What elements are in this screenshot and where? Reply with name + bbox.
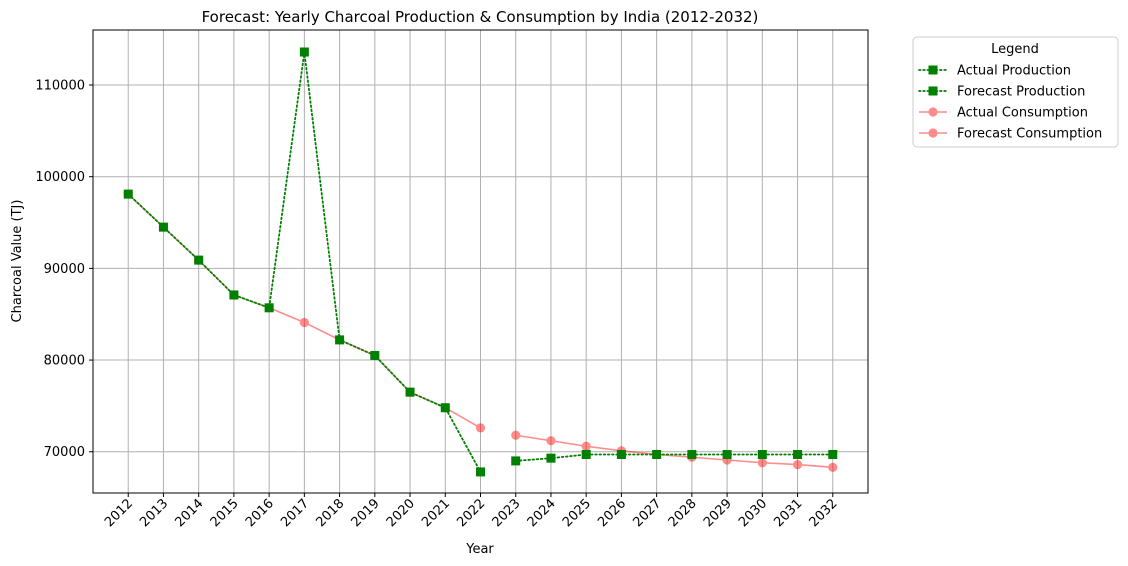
actual-production-point xyxy=(299,47,309,57)
series-layer xyxy=(123,47,838,477)
x-axis-title: Year xyxy=(465,542,494,557)
forecast-production-point xyxy=(652,449,662,459)
forecast-consumption-point xyxy=(581,441,591,451)
x-tick-label: 2031 xyxy=(771,496,805,530)
forecast-production-point xyxy=(511,456,521,466)
forecast-production-point xyxy=(722,449,732,459)
forecast-production-point xyxy=(616,449,626,459)
legend-label-actual-production: Actual Production xyxy=(957,64,1071,79)
x-tick-label: 2018 xyxy=(313,496,347,530)
x-tick-label: 2028 xyxy=(666,496,700,530)
actual-production-point xyxy=(194,255,204,265)
forecast-production-point xyxy=(757,449,767,459)
actual-production-point xyxy=(476,467,485,477)
actual-consumption-point xyxy=(475,423,486,433)
actual-production-point xyxy=(335,335,345,345)
forecast-production-point xyxy=(546,453,556,463)
x-tick-label: 2015 xyxy=(208,496,242,530)
x-tick-label: 2019 xyxy=(349,496,383,530)
forecast-production-point xyxy=(581,449,591,459)
actual-production-point xyxy=(158,222,168,232)
x-tick-label: 2021 xyxy=(419,496,453,530)
actual-production-point xyxy=(440,403,450,413)
x-tick-label: 2013 xyxy=(137,496,171,530)
series-actual-production xyxy=(123,47,485,477)
y-tick-label: 110000 xyxy=(35,79,85,94)
grid xyxy=(93,30,868,493)
actual-production-point xyxy=(229,290,239,300)
actual-production-point xyxy=(405,387,415,397)
forecast-consumption-point xyxy=(511,430,521,440)
y-tick-label: 70000 xyxy=(44,445,85,460)
actual-production-point xyxy=(123,189,133,199)
legend: Legend Actual Production Forecast Product… xyxy=(912,36,1119,148)
y-axis-title: Charcoal Value (TJ) xyxy=(10,200,25,323)
legend-swatch-actual-consumption xyxy=(919,107,947,117)
actual-production-point xyxy=(370,350,380,360)
axes: 2012 2013 2014 2015 2016 2017 2018 2019 2020 2021… xyxy=(35,79,840,531)
x-tick-label: 2017 xyxy=(278,496,312,530)
forecast-consumption-point xyxy=(792,459,803,470)
x-tick-label: 2030 xyxy=(736,496,770,530)
legend-label-forecast-production: Forecast Production xyxy=(957,85,1085,100)
forecast-production-point xyxy=(828,449,838,459)
forecast-consumption-point xyxy=(546,436,556,446)
x-tick-label: 2022 xyxy=(454,496,488,530)
y-tick-label: 90000 xyxy=(44,262,85,277)
legend-box xyxy=(912,36,1119,148)
x-tick-label: 2027 xyxy=(630,496,664,530)
forecast-consumption-point xyxy=(757,458,767,468)
forecast-production-point xyxy=(687,449,697,459)
legend-swatch-actual-production xyxy=(918,65,948,75)
actual-consumption-point xyxy=(299,317,309,328)
x-tick-label: 2023 xyxy=(490,496,524,530)
legend-label-forecast-consumption: Forecast Consumption xyxy=(957,127,1102,142)
legend-label-actual-consumption: Actual Consumption xyxy=(957,106,1088,121)
legend-title: Legend xyxy=(991,42,1039,57)
x-tick-label: 2020 xyxy=(384,496,418,530)
actual-production-point xyxy=(264,303,274,313)
legend-swatch-forecast-consumption xyxy=(919,128,947,138)
forecast-production-point xyxy=(793,449,803,459)
series-forecast-production xyxy=(511,449,838,466)
x-tick-label: 2016 xyxy=(243,496,277,530)
x-tick-label: 2029 xyxy=(701,496,735,530)
chart-title: Forecast: Yearly Charcoal Production & C… xyxy=(202,8,759,26)
legend-swatch-forecast-production xyxy=(918,86,948,96)
x-tick-label: 2024 xyxy=(525,496,559,530)
x-tick-label: 2014 xyxy=(173,496,207,530)
forecast-consumption-point xyxy=(828,462,838,472)
y-tick-label: 80000 xyxy=(44,354,85,369)
y-tick-label: 100000 xyxy=(35,170,85,185)
forecast-consumption-line xyxy=(515,434,833,469)
series-forecast-consumption xyxy=(511,430,838,472)
x-tick-label: 2025 xyxy=(560,496,594,530)
forecast-production-line xyxy=(514,453,834,462)
x-tick-label: 2032 xyxy=(807,496,841,530)
x-tick-label: 2026 xyxy=(595,496,629,530)
x-tick-label: 2012 xyxy=(102,496,136,530)
